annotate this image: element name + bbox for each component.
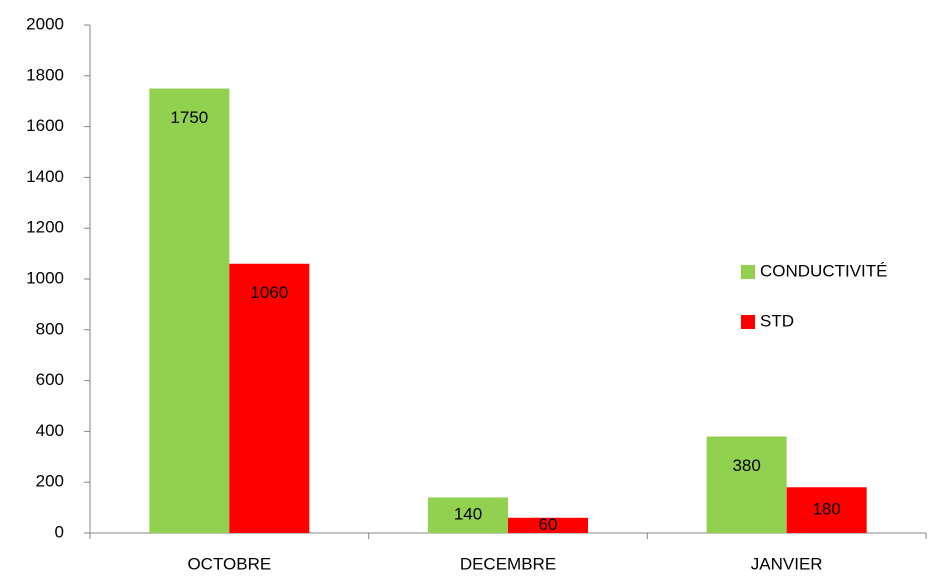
bar	[149, 88, 230, 533]
data-label: 60	[539, 515, 558, 534]
x-tick-label: JANVIER	[751, 554, 823, 573]
y-tick-label: 1400	[26, 167, 64, 186]
x-tick-label: OCTOBRE	[187, 554, 271, 573]
y-tick-label: 800	[36, 319, 64, 338]
data-label: 140	[454, 505, 482, 524]
data-label: 180	[812, 500, 840, 519]
y-tick-label: 1200	[26, 218, 64, 237]
bar	[706, 436, 787, 533]
y-tick-label: 200	[36, 472, 64, 491]
y-tick-label: 400	[36, 421, 64, 440]
legend-label: STD	[760, 311, 794, 330]
data-label: 1750	[170, 108, 208, 127]
bar	[229, 263, 310, 533]
y-tick-label: 1600	[26, 116, 64, 135]
data-label: 380	[732, 456, 760, 475]
y-tick-label: 600	[36, 370, 64, 389]
y-tick-label: 0	[55, 522, 64, 541]
y-tick-label: 1000	[26, 268, 64, 287]
bar	[508, 517, 588, 533]
x-tick-label: DECEMBRE	[460, 554, 556, 573]
y-tick-label: 1800	[26, 65, 64, 84]
bar	[786, 487, 867, 533]
legend-label: CONDUCTIVITÉ	[760, 261, 888, 280]
data-label: 1060	[250, 283, 288, 302]
legend-swatch	[741, 315, 755, 329]
bar	[428, 497, 508, 533]
y-tick-label: 2000	[26, 14, 64, 33]
legend-swatch	[741, 265, 755, 279]
